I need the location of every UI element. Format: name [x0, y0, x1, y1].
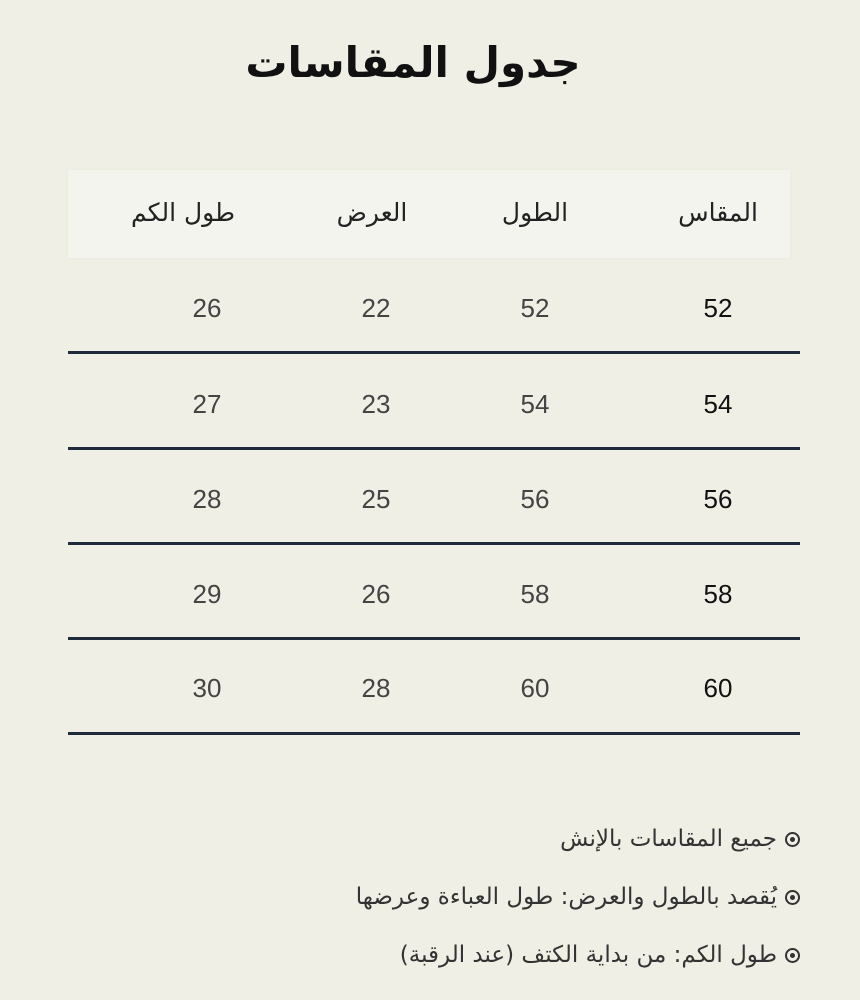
row-divider — [68, 447, 800, 450]
cell-width: 23 — [361, 389, 391, 419]
cell-width: 22 — [361, 293, 391, 323]
table-row: 58 58 26 29 — [0, 579, 860, 619]
cell-sleeve-length: 26 — [192, 293, 222, 323]
header-size: المقاس — [678, 198, 758, 227]
cell-size: 60 — [703, 673, 733, 703]
table-row: 60 60 28 30 — [0, 673, 860, 713]
cell-width: 25 — [361, 484, 391, 514]
cell-length: 60 — [520, 673, 550, 703]
cell-length: 54 — [520, 389, 550, 419]
table-row: 52 52 22 26 — [0, 293, 860, 333]
bullet-icon — [785, 889, 800, 905]
header-width: العرض — [336, 198, 408, 227]
cell-length: 52 — [520, 293, 550, 323]
bullet-icon — [785, 947, 800, 963]
cell-size: 54 — [703, 389, 733, 419]
note-text: جميع المقاسات بالإنش — [560, 826, 777, 852]
cell-length: 58 — [520, 579, 550, 609]
notes-list: جميع المقاسات بالإنش يُقصد بالطول والعرض… — [356, 810, 800, 984]
cell-length: 56 — [520, 484, 550, 514]
cell-size: 52 — [703, 293, 733, 323]
bullet-icon — [785, 831, 800, 847]
note-item: طول الكم: من بداية الكتف (عند الرقبة) — [356, 926, 800, 984]
cell-size: 58 — [703, 579, 733, 609]
header-length: الطول — [501, 198, 569, 227]
cell-sleeve-length: 27 — [192, 389, 222, 419]
note-item: جميع المقاسات بالإنش — [356, 810, 800, 868]
cell-sleeve-length: 30 — [192, 673, 222, 703]
header-sleeve-length: طول الكم — [131, 198, 235, 227]
row-divider — [68, 542, 800, 545]
note-item: يُقصد بالطول والعرض: طول العباءة وعرضها — [356, 868, 800, 926]
cell-size: 56 — [703, 484, 733, 514]
cell-width: 28 — [361, 673, 391, 703]
table-header — [68, 170, 790, 258]
note-text: طول الكم: من بداية الكتف (عند الرقبة) — [399, 942, 777, 968]
table-row: 56 56 25 28 — [0, 484, 860, 524]
row-divider — [68, 637, 800, 640]
cell-sleeve-length: 29 — [192, 579, 222, 609]
note-text: يُقصد بالطول والعرض: طول العباءة وعرضها — [355, 884, 777, 910]
table-row: 54 54 23 27 — [0, 389, 860, 429]
page-title: جدول المقاسات — [245, 38, 581, 87]
cell-sleeve-length: 28 — [192, 484, 222, 514]
cell-width: 26 — [361, 579, 391, 609]
row-divider — [68, 732, 800, 735]
row-divider — [68, 351, 800, 354]
